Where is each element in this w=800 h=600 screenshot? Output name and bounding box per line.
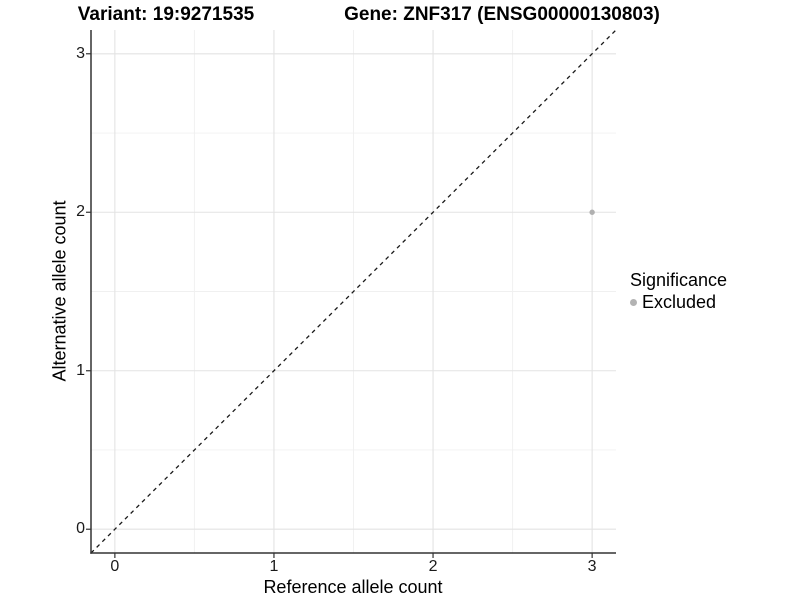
plot-title-variant: Variant: 19:9271535 [77, 4, 255, 25]
legend-item-label: Excluded [642, 292, 717, 312]
x-tick-label: 1 [269, 558, 279, 575]
y-tick-label: 0 [76, 520, 85, 538]
x-axis-title: Reference allele count [263, 577, 443, 597]
x-tick-label: 0 [110, 558, 120, 575]
plot-canvas [86, 29, 617, 558]
y-axis-title: Alternative allele count [49, 200, 70, 382]
legend-item-excluded: Excluded [630, 292, 727, 313]
legend: Significance Excluded [630, 270, 727, 313]
plot-panel [85, 28, 622, 559]
identity-reference-line [90, 29, 617, 554]
y-tick-label: 3 [76, 44, 85, 62]
legend-title: Significance [630, 270, 728, 290]
y-tick-label: 1 [76, 361, 85, 379]
x-tick-label: 3 [587, 558, 597, 575]
y-tick-label: 2 [76, 203, 85, 221]
plot-title-gene: Gene: ZNF317 (ENSG00000130803) [344, 4, 660, 25]
data-point [589, 209, 595, 215]
excluded-point-swatch [630, 299, 637, 306]
x-tick-label: 2 [428, 558, 438, 575]
